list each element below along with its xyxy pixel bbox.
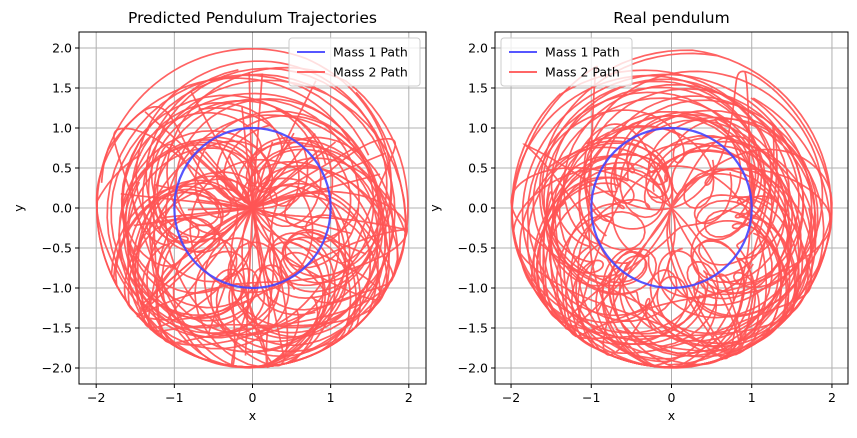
mass-2-trajectory-segment [167, 207, 254, 320]
plot-area [510, 49, 833, 369]
x-tick-label: −2 [502, 390, 520, 405]
x-tick-label: 1 [748, 390, 756, 405]
chart-title: Predicted Pendulum Trajectories [128, 9, 377, 27]
mass-2-trajectory-segment [510, 69, 791, 369]
y-tick-label: −1.5 [42, 321, 72, 336]
y-tick-label: 0.5 [52, 161, 72, 176]
legend-label: Mass 1 Path [333, 45, 408, 60]
legend: Mass 1 Path Mass 2 Path [288, 37, 421, 87]
y-axis-label: y [11, 204, 26, 212]
mass-2-trajectory-segment [543, 86, 814, 369]
mass-2-trajectory-segment [122, 99, 380, 369]
y-tick-label: 2.0 [468, 41, 488, 56]
predicted-trajectories-panel: Predicted Pendulum Trajectories x y −2 −1… [11, 9, 427, 423]
mass-2-path [95, 47, 409, 369]
mass-2-trajectory-segment [548, 111, 787, 360]
mass-2-trajectory-segment [127, 98, 375, 369]
legend: Mass 1 Path Mass 2 Path [500, 37, 633, 87]
mass-2-trajectory-segment [251, 141, 274, 209]
mass-2-trajectory-segment [187, 207, 253, 211]
mass-2-trajectory-segment [125, 92, 391, 369]
chart-title: Real pendulum [613, 9, 729, 27]
mass-2-trajectory-segment [542, 114, 802, 353]
x-tick-label: 2 [405, 390, 413, 405]
legend-label: Mass 2 Path [545, 65, 620, 80]
y-tick-label: 1.0 [468, 121, 488, 136]
x-tick-label: −1 [582, 390, 600, 405]
y-tick-label: 0.0 [468, 201, 488, 216]
y-tick-label: −0.5 [458, 241, 488, 256]
y-tick-label: −2.0 [42, 361, 72, 376]
y-tick-label: −2.0 [458, 361, 488, 376]
x-tick-label: 0 [668, 390, 676, 405]
legend-box [288, 37, 421, 87]
legend-box [500, 37, 633, 87]
y-tick-label: −0.5 [42, 241, 72, 256]
mass-2-trajectory-segment [110, 94, 399, 369]
y-tick-label: −1.5 [458, 321, 488, 336]
mass-2-trajectory-segment [526, 140, 817, 346]
mass-2-trajectory-segment [118, 129, 387, 347]
y-tick-label: −1.0 [458, 281, 488, 296]
x-tick-label: 0 [249, 390, 257, 405]
plot-area [95, 47, 409, 369]
mass-2-trajectory-segment [578, 114, 793, 342]
y-axis-label: y [427, 204, 442, 212]
x-axis-label: x [249, 408, 256, 423]
x-tick-label: −2 [87, 390, 105, 405]
y-tick-label: 1.5 [468, 81, 488, 96]
y-tick-label: 1.5 [52, 81, 72, 96]
real-pendulum-panel: Real pendulum x y −2 −1 0 1 2 −2.0 −1.5 −1.0 −0.… [427, 9, 849, 423]
legend-label: Mass 1 Path [545, 45, 620, 60]
x-axis-label: x [668, 408, 675, 423]
mass-1-path [590, 126, 753, 290]
mass-2-trajectory-segment [127, 60, 388, 369]
mass-2-trajectory-segment [532, 95, 817, 367]
legend-label: Mass 2 Path [333, 65, 408, 80]
x-tick-label: 1 [327, 390, 335, 405]
y-tick-label: 0.5 [468, 161, 488, 176]
y-tick-label: 2.0 [52, 41, 72, 56]
y-tick-label: 1.0 [52, 121, 72, 136]
x-tick-label: −1 [165, 390, 183, 405]
x-tick-label: 2 [828, 390, 836, 405]
y-tick-label: 0.0 [52, 201, 72, 216]
y-tick-label: −1.0 [42, 281, 72, 296]
mass-2-trajectory-segment [532, 109, 816, 369]
mass-2-trajectory-segment [126, 141, 379, 339]
mass-1-path [173, 126, 332, 290]
